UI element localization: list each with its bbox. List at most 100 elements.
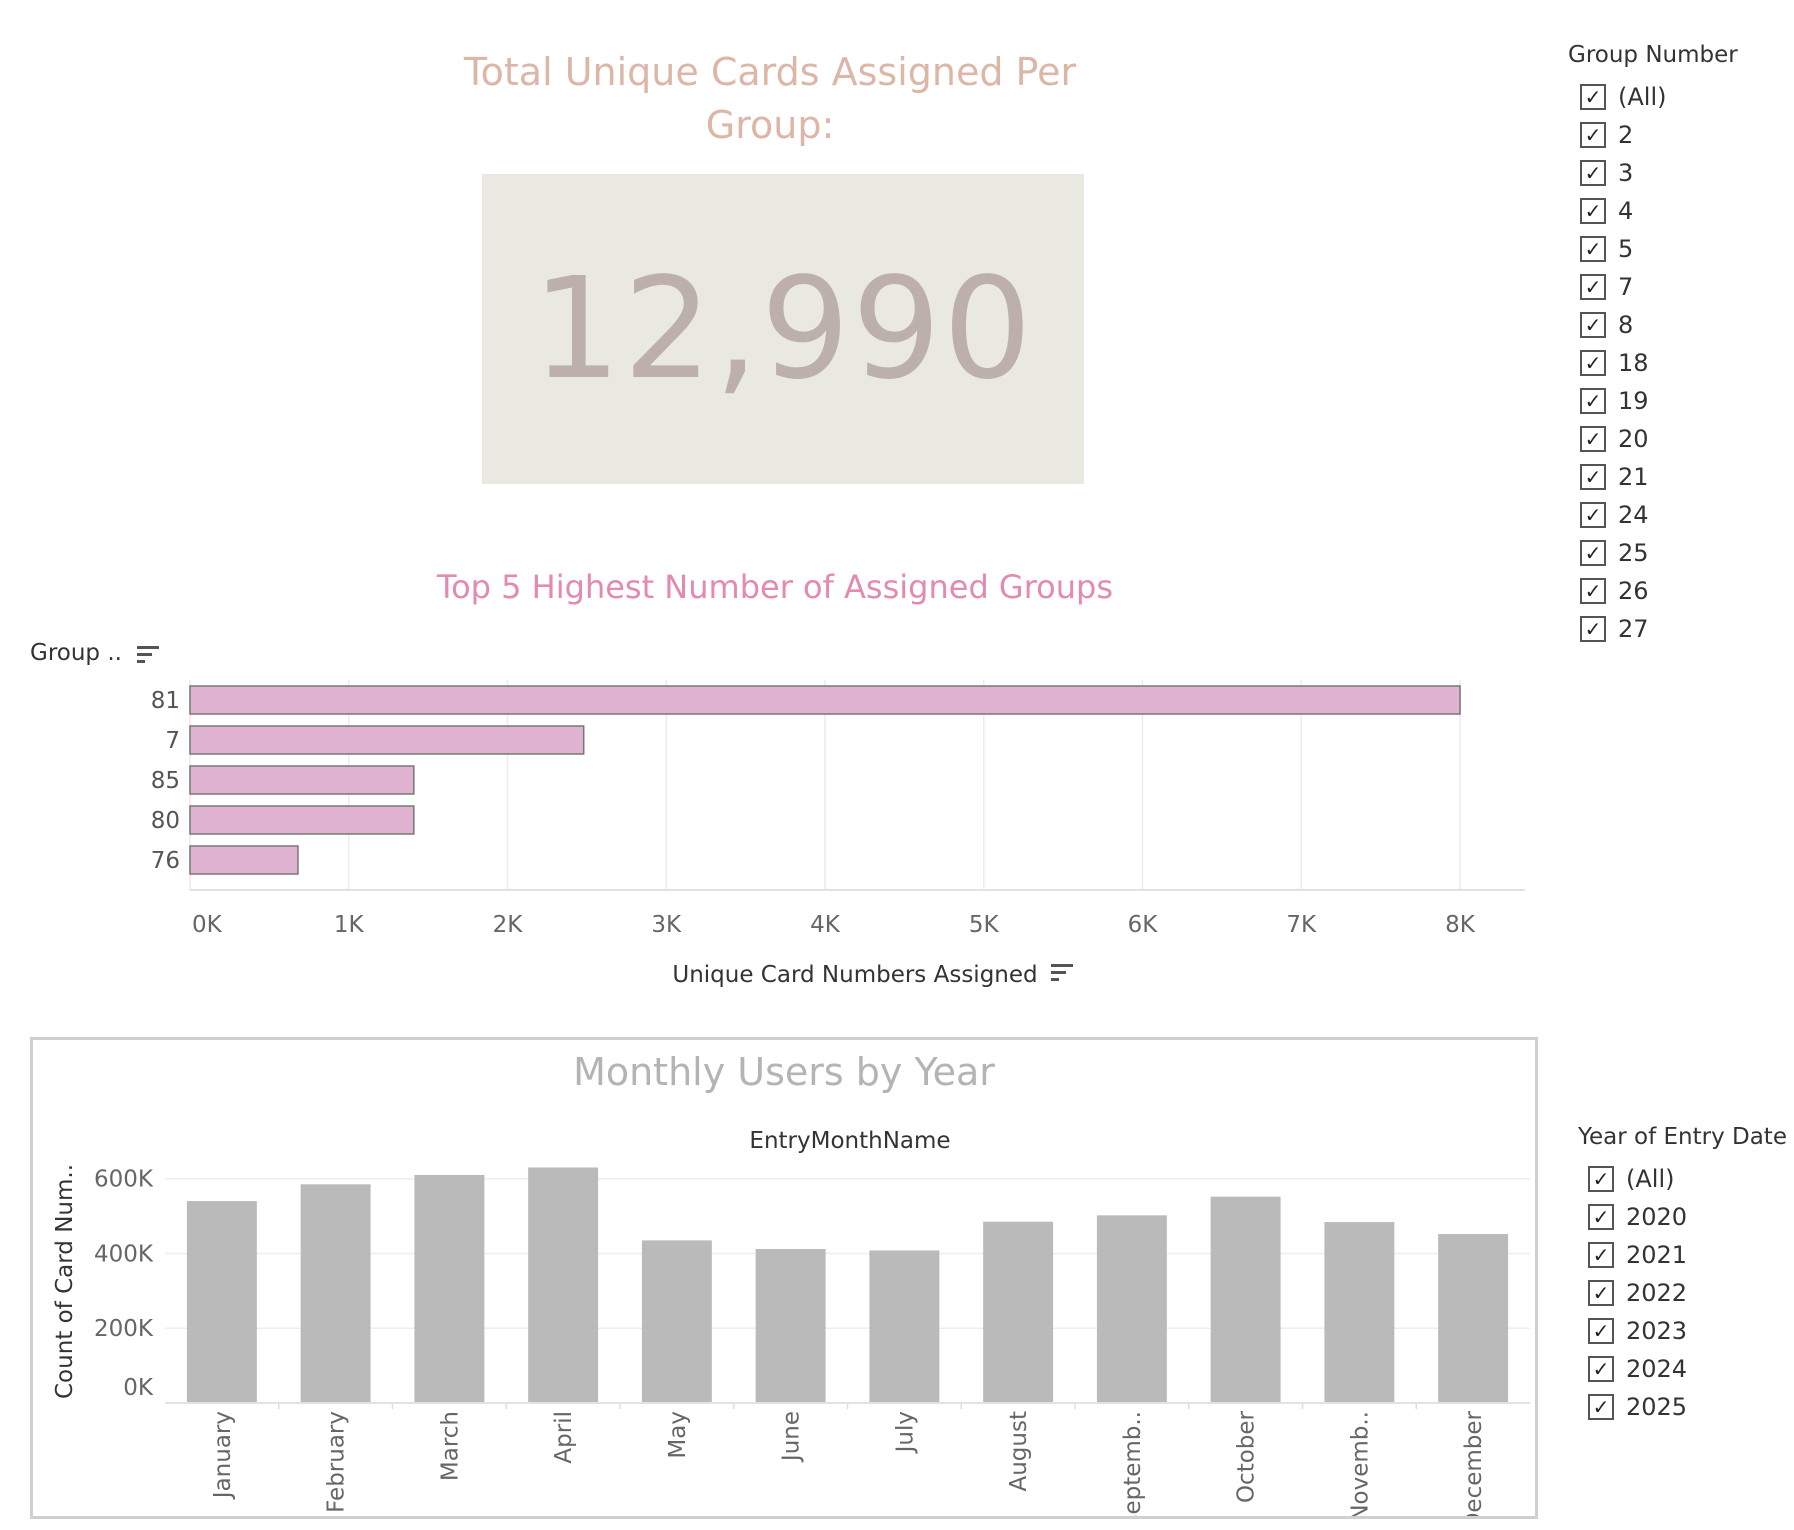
year-filter-option[interactable]: ✓ 2022 bbox=[1588, 1274, 1787, 1312]
group-filter-option[interactable]: ✓ 8 bbox=[1580, 306, 1738, 344]
x-tick-label: 8K bbox=[1445, 912, 1476, 938]
monthly-chart-frame bbox=[30, 1037, 1538, 1519]
x-tick-label: April bbox=[551, 1411, 577, 1464]
x-tick-label: 7K bbox=[1286, 912, 1317, 938]
checkbox-checked-icon[interactable]: ✓ bbox=[1580, 122, 1606, 148]
group-filter-option[interactable]: ✓ 4 bbox=[1580, 192, 1738, 230]
bar-month-4[interactable] bbox=[528, 1167, 599, 1403]
sort-icon[interactable] bbox=[1051, 964, 1073, 981]
checkbox-checked-icon[interactable]: ✓ bbox=[1580, 578, 1606, 604]
bar-month-3[interactable] bbox=[414, 1174, 485, 1403]
year-filter-option-label: 2024 bbox=[1626, 1355, 1688, 1383]
year-filter-option[interactable]: ✓ 2020 bbox=[1588, 1198, 1787, 1236]
checkbox-checked-icon[interactable]: ✓ bbox=[1588, 1242, 1614, 1268]
checkbox-checked-icon[interactable]: ✓ bbox=[1580, 236, 1606, 262]
year-filter-option[interactable]: ✓ (All) bbox=[1588, 1160, 1787, 1198]
group-filter-option-label: 5 bbox=[1618, 235, 1634, 263]
group-filter-option-label: 2 bbox=[1618, 121, 1634, 149]
group-filter-option[interactable]: ✓ 27 bbox=[1580, 610, 1738, 648]
bar-month-9[interactable] bbox=[1096, 1215, 1167, 1403]
checkbox-checked-icon[interactable]: ✓ bbox=[1580, 540, 1606, 566]
checkbox-checked-icon[interactable]: ✓ bbox=[1588, 1394, 1614, 1420]
group-filter-option-label: 20 bbox=[1618, 425, 1649, 453]
checkbox-checked-icon[interactable]: ✓ bbox=[1580, 616, 1606, 642]
y-tick-label: 600K bbox=[94, 1167, 154, 1193]
monthly-chart-title: Monthly Users by Year bbox=[573, 1050, 995, 1094]
year-filter-option[interactable]: ✓ 2025 bbox=[1588, 1388, 1787, 1426]
bar-group-7[interactable] bbox=[189, 725, 585, 755]
year-filter-option[interactable]: ✓ 2021 bbox=[1588, 1236, 1787, 1274]
bar-month-5[interactable] bbox=[641, 1240, 712, 1403]
group-filter-option[interactable]: ✓ 24 bbox=[1580, 496, 1738, 534]
group-filter-option-label: 3 bbox=[1618, 159, 1634, 187]
bar-month-8[interactable] bbox=[983, 1221, 1054, 1403]
group-filter-option[interactable]: ✓ 3 bbox=[1580, 154, 1738, 192]
checkbox-checked-icon[interactable]: ✓ bbox=[1588, 1356, 1614, 1382]
group-filter-option[interactable]: ✓ 19 bbox=[1580, 382, 1738, 420]
y-tick-label: 76 bbox=[151, 848, 180, 874]
bar-month-12[interactable] bbox=[1438, 1234, 1509, 1403]
year-filter-option-label: 2023 bbox=[1626, 1317, 1688, 1345]
checkbox-checked-icon[interactable]: ✓ bbox=[1580, 350, 1606, 376]
checkbox-checked-icon[interactable]: ✓ bbox=[1588, 1318, 1614, 1344]
group-filter-option[interactable]: ✓ 26 bbox=[1580, 572, 1738, 610]
checkbox-checked-icon[interactable]: ✓ bbox=[1580, 160, 1606, 186]
x-tick-label: March bbox=[437, 1411, 463, 1481]
bar-month-1[interactable] bbox=[186, 1201, 257, 1403]
group-filter-option[interactable]: ✓ 20 bbox=[1580, 420, 1738, 458]
x-tick-label: Novemb.. bbox=[1347, 1411, 1373, 1516]
y-tick-label: 0K bbox=[123, 1375, 154, 1401]
checkbox-checked-icon[interactable]: ✓ bbox=[1588, 1204, 1614, 1230]
group-header-label: Group .. bbox=[30, 640, 122, 666]
checkbox-checked-icon[interactable]: ✓ bbox=[1580, 426, 1606, 452]
group-filter-option-label: 7 bbox=[1618, 273, 1634, 301]
bar-group-85[interactable] bbox=[189, 765, 415, 795]
x-axis-title: Unique Card Numbers Assigned bbox=[672, 962, 1037, 988]
bar-month-6[interactable] bbox=[755, 1248, 826, 1403]
group-filter-option-label: 8 bbox=[1618, 311, 1634, 339]
group-filter-option[interactable]: ✓ 25 bbox=[1580, 534, 1738, 572]
x-tick-label: 0K bbox=[192, 912, 223, 938]
checkbox-checked-icon[interactable]: ✓ bbox=[1580, 198, 1606, 224]
bar-month-2[interactable] bbox=[300, 1184, 371, 1403]
checkbox-checked-icon[interactable]: ✓ bbox=[1580, 274, 1606, 300]
y-tick-label: 400K bbox=[94, 1241, 154, 1267]
sort-icon[interactable] bbox=[137, 644, 160, 664]
checkbox-checked-icon[interactable]: ✓ bbox=[1580, 464, 1606, 490]
checkbox-checked-icon[interactable]: ✓ bbox=[1580, 388, 1606, 414]
y-tick-label: 85 bbox=[151, 768, 180, 794]
group-filter-option[interactable]: ✓ 5 bbox=[1580, 230, 1738, 268]
bar-month-7[interactable] bbox=[869, 1250, 940, 1403]
bar-group-76[interactable] bbox=[189, 845, 299, 875]
y-tick-label: 200K bbox=[94, 1316, 154, 1342]
group-filter-option[interactable]: ✓ 18 bbox=[1580, 344, 1738, 382]
x-tick-label: 3K bbox=[651, 912, 682, 938]
bar-group-81[interactable] bbox=[189, 685, 1461, 715]
checkbox-checked-icon[interactable]: ✓ bbox=[1580, 84, 1606, 110]
kpi-card: 12,990 bbox=[482, 174, 1084, 484]
bar-group-80[interactable] bbox=[189, 805, 415, 835]
checkbox-checked-icon[interactable]: ✓ bbox=[1588, 1280, 1614, 1306]
x-tick-label: August bbox=[1006, 1411, 1032, 1492]
kpi-title-line1: Total Unique Cards Assigned Per bbox=[463, 50, 1077, 94]
x-tick-label: 5K bbox=[969, 912, 1000, 938]
bar-month-11[interactable] bbox=[1324, 1222, 1395, 1403]
year-filter-option[interactable]: ✓ 2024 bbox=[1588, 1350, 1787, 1388]
group-filter-option-label: 19 bbox=[1618, 387, 1649, 415]
x-tick-label: 2K bbox=[493, 912, 524, 938]
bar-chart-group-header[interactable]: Group .. bbox=[30, 640, 160, 666]
y-axis-title: Count of Card Num.. bbox=[52, 1164, 78, 1399]
checkbox-checked-icon[interactable]: ✓ bbox=[1580, 502, 1606, 528]
x-tick-label: May bbox=[665, 1411, 691, 1459]
y-tick-label: 81 bbox=[151, 688, 180, 714]
checkbox-checked-icon[interactable]: ✓ bbox=[1580, 312, 1606, 338]
group-filter-title: Group Number bbox=[1568, 42, 1738, 68]
group-filter-option[interactable]: ✓ (All) bbox=[1580, 78, 1738, 116]
bar-month-10[interactable] bbox=[1210, 1196, 1281, 1403]
checkbox-checked-icon[interactable]: ✓ bbox=[1588, 1166, 1614, 1192]
year-filter-option[interactable]: ✓ 2023 bbox=[1588, 1312, 1787, 1350]
group-filter-option[interactable]: ✓ 7 bbox=[1580, 268, 1738, 306]
y-tick-label: 7 bbox=[165, 728, 180, 754]
group-filter-option[interactable]: ✓ 21 bbox=[1580, 458, 1738, 496]
group-filter-option[interactable]: ✓ 2 bbox=[1580, 116, 1738, 154]
